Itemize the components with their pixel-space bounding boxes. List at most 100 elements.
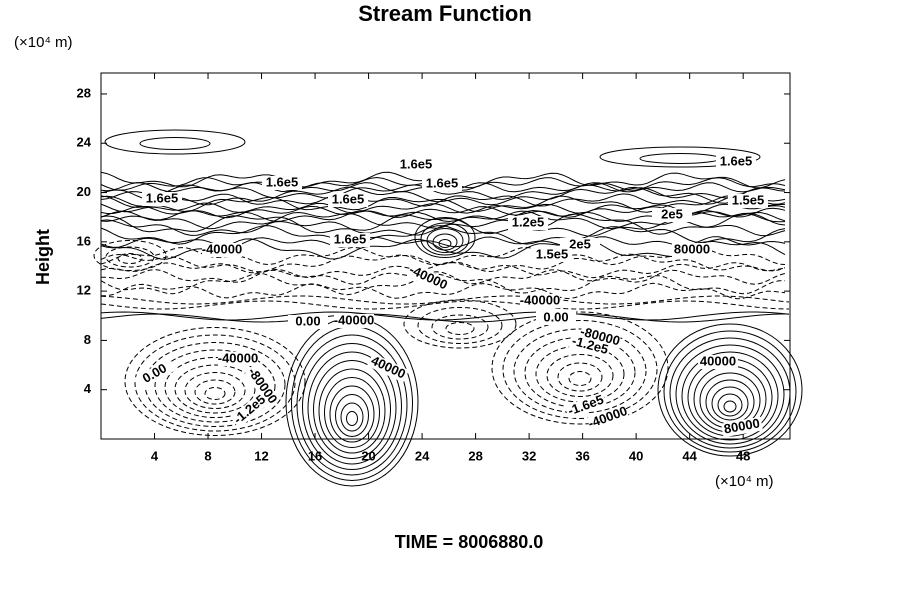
- x-tick-label: 16: [308, 448, 322, 463]
- contour-label-bg: [244, 365, 280, 407]
- contour-label-bg: [218, 352, 258, 366]
- contour-line: [723, 400, 737, 413]
- contour-label: 1.6e5: [266, 174, 299, 189]
- contour-line: [524, 337, 636, 408]
- contour-line: [100, 295, 790, 305]
- contour-line: [154, 349, 276, 423]
- x-tick-label: 44: [682, 448, 697, 463]
- contour-line: [100, 184, 786, 200]
- contour-line: [335, 394, 369, 437]
- contour-label-bg: [578, 325, 622, 349]
- contour-label-bg: [330, 233, 370, 247]
- contour-line: [302, 343, 402, 470]
- x-tick-label: 32: [522, 448, 536, 463]
- contour-label: 2e5: [661, 206, 683, 221]
- contour-label-bg: [288, 315, 328, 329]
- contour-line: [681, 351, 779, 441]
- contour-label-bg: [532, 248, 572, 262]
- contour-label: -40000: [202, 241, 242, 256]
- contour-line: [204, 387, 226, 400]
- contour-label-bg: [406, 263, 450, 293]
- contour-label: 1.6e5: [334, 231, 367, 246]
- contour-label-bg: [262, 176, 302, 190]
- contour-label-bg: [568, 334, 612, 358]
- contour-label-bg: [536, 311, 576, 325]
- contour-line: [445, 322, 475, 335]
- contour-line: [134, 334, 296, 432]
- y-tick-label: 28: [77, 85, 91, 100]
- contour-line: [100, 195, 786, 213]
- contour-line: [100, 261, 786, 279]
- y-tick-label: 12: [77, 283, 91, 298]
- contour-label-bg: [520, 294, 560, 308]
- footer: TIME = 8006880.0: [395, 532, 544, 552]
- x-unit: (×10⁴ m): [715, 473, 774, 490]
- contour-label-bg: [396, 158, 436, 172]
- x-tick-label: 36: [575, 448, 589, 463]
- contour-label-bg: [328, 193, 368, 207]
- x-tick-label: 48: [736, 448, 750, 463]
- contour-label-bg: [672, 243, 712, 257]
- contour-line: [100, 313, 789, 323]
- x-tick-label: 28: [468, 448, 482, 463]
- contour-line: [100, 210, 786, 230]
- contour-label-bg: [728, 194, 768, 208]
- contour-label: -40000: [218, 350, 258, 365]
- contour-label: 0.00: [543, 309, 568, 324]
- contour-label: 1.5e5: [732, 192, 765, 207]
- contour-label-bg: [134, 357, 176, 391]
- contour-line: [403, 299, 517, 349]
- contour-line: [711, 386, 749, 421]
- y-tick-label: 20: [77, 184, 91, 199]
- contour-label-bg: [716, 155, 756, 169]
- contour-label-bg: [721, 416, 763, 438]
- contour-line: [420, 222, 470, 256]
- contour-label: -40000: [520, 292, 560, 307]
- contour-line: [491, 311, 669, 425]
- x-tick-label: 24: [415, 448, 430, 463]
- plot-frame: [100, 72, 791, 440]
- contour-label-bg: [334, 314, 374, 328]
- contour-label: 80000: [723, 415, 761, 436]
- contour-line: [324, 377, 380, 448]
- contour-line: [139, 137, 211, 150]
- contour-line: [105, 246, 155, 268]
- contour-line: [557, 362, 603, 392]
- contour-label-bg: [652, 208, 692, 222]
- contour-line: [346, 411, 358, 426]
- contour-label: 1.6e5: [332, 191, 365, 206]
- contour-line: [194, 379, 236, 405]
- contour-label: 80000: [674, 241, 710, 256]
- contour-line: [307, 351, 397, 465]
- contour-line: [100, 186, 786, 206]
- contour-line: [431, 314, 489, 340]
- contour-line: [100, 269, 786, 285]
- contour-label-bg: [586, 404, 630, 432]
- contour-label-bg: [422, 177, 462, 191]
- contour-line: [100, 213, 786, 235]
- contour-label: 1.2e5: [512, 214, 545, 229]
- contour-line: [100, 300, 790, 310]
- contour-line: [184, 372, 246, 409]
- y-tick-label: 8: [84, 332, 91, 347]
- x-tick-label: 20: [361, 448, 375, 463]
- y-unit: (×10⁴ m): [14, 34, 73, 51]
- contour-label: 1.6e5: [426, 175, 459, 190]
- contour-label: 1.5e5: [536, 246, 569, 261]
- contour-label-bg: [508, 216, 548, 230]
- contour-label-bg: [698, 355, 738, 369]
- y-tick-label: 4: [84, 381, 92, 396]
- contour-label: 1.6e5: [720, 153, 753, 168]
- contour-line: [599, 146, 761, 168]
- contour-line: [329, 385, 375, 443]
- contour-line: [426, 228, 464, 253]
- contour-line: [174, 364, 256, 414]
- contour-line: [568, 371, 592, 386]
- contour-label-bg: [202, 243, 242, 257]
- contour-label-bg: [142, 192, 182, 206]
- contour-label-bg: [564, 392, 608, 420]
- y-axis-label: Height: [33, 229, 53, 285]
- contour-line: [414, 217, 476, 258]
- contour-line: [100, 282, 786, 300]
